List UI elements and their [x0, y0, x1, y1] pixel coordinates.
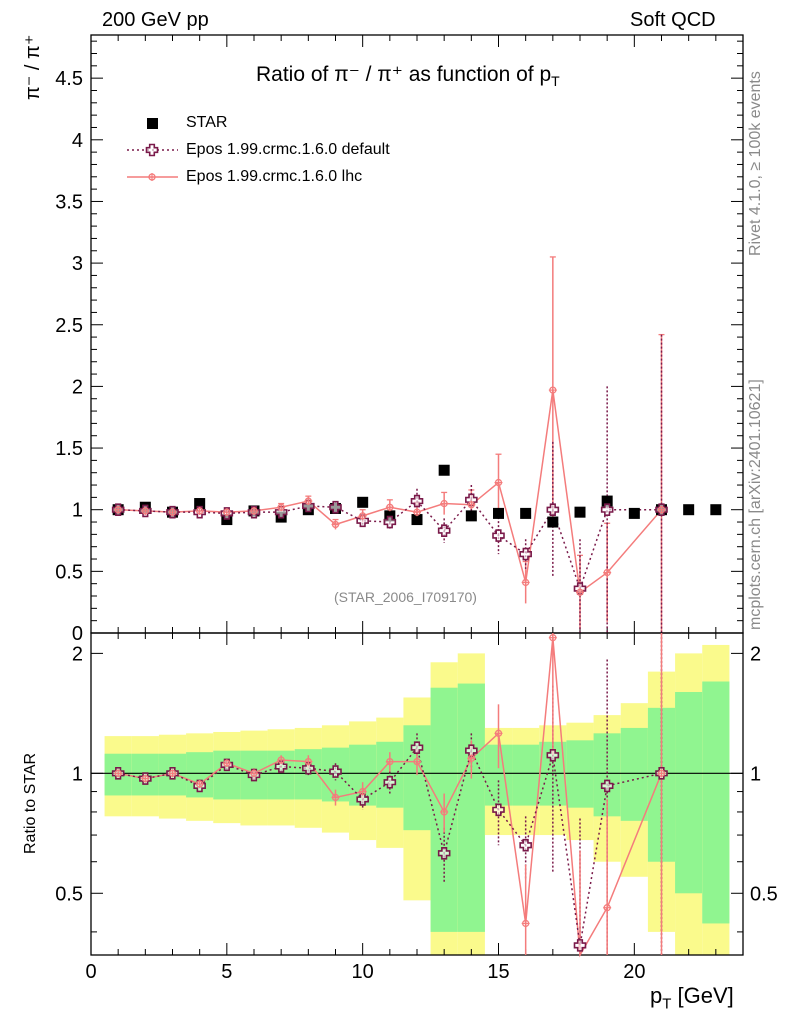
default-point: [329, 500, 342, 514]
x-axis-label-sub: T: [662, 995, 672, 1013]
y-tick-label-ratio-right: 0.5: [750, 883, 778, 905]
y-tick-label: 0.5: [55, 561, 83, 583]
y-axis-label-ratio: Ratio to STAR: [22, 752, 39, 854]
x-axis-label-unit: [GeV]: [677, 983, 734, 1008]
default-point: [383, 515, 397, 529]
y-tick-label: 2.5: [55, 315, 83, 337]
ratio-default-point: [519, 838, 532, 852]
y-tick-label: 3.5: [55, 191, 83, 213]
ratio-lhc-line: [118, 637, 663, 958]
ratio-default-point: [410, 741, 424, 754]
star-point: [683, 504, 695, 516]
analysis-watermark: (STAR_2006_I709170): [334, 589, 477, 605]
legend-label-default: Epos 1.99.crmc.1.6.0 default: [186, 141, 390, 158]
y-tick-label-ratio-right: 2: [750, 643, 761, 665]
ratio-default-point: [600, 779, 614, 793]
mcplots-label: mcplots.cern.ch [arXiv:2401.10621]: [747, 379, 764, 630]
y-tick-label-ratio: 1: [72, 763, 83, 785]
ratio-default-point: [383, 775, 397, 789]
star-point: [520, 507, 532, 519]
x-axis-label-main: p: [650, 983, 663, 1008]
y-tick-label-ratio: 0.5: [55, 883, 83, 905]
default-point: [519, 547, 532, 561]
legend-marker-default: [145, 143, 159, 157]
ratio-panel: 0 5 10 15 20 0.5 0.5 1 1 2 2: [55, 632, 778, 983]
star-point: [547, 516, 559, 528]
star-point: [628, 507, 640, 519]
default-point: [492, 529, 505, 542]
star-point: [574, 506, 586, 518]
star-point: [357, 496, 369, 508]
ratio-default-point: [437, 846, 451, 860]
y-tick-label: 1.5: [55, 438, 83, 460]
rivet-label: Rivet 4.1.0, ≥ 100k events: [747, 71, 764, 256]
chart-title: Ratio of π⁻ / π⁺ as function of pT: [256, 62, 560, 89]
ratio-default-point: [356, 793, 369, 806]
x-tick-label: 0: [85, 961, 96, 983]
band-green: [675, 691, 703, 894]
band-green: [620, 727, 648, 821]
band-green: [213, 750, 241, 800]
ratio-default-point: [492, 803, 505, 817]
y-tick-label-ratio: 2: [72, 643, 83, 665]
header-right: Soft QCD: [630, 9, 716, 31]
x-tick-label: 20: [623, 961, 645, 983]
main-panel: 0 0.5 1 1.5 2 2.5 3 3.5 4 4.5: [55, 34, 744, 645]
band-green: [702, 681, 730, 924]
legend-label-lhc: Epos 1.99.crmc.1.6.0 lhc: [186, 168, 363, 185]
ratio-default-point: [274, 760, 288, 773]
header-left: 200 GeV pp: [102, 9, 209, 31]
legend-label-star: STAR: [186, 114, 228, 131]
star-point: [493, 507, 504, 519]
x-tick-label: 15: [487, 961, 509, 983]
chart-title-sub: T: [551, 73, 560, 90]
x-axis-label: pT [GeV]: [650, 983, 734, 1012]
band-green: [566, 740, 594, 808]
band-green: [512, 744, 540, 806]
y-tick-label: 4.5: [55, 68, 83, 90]
x-tick-label: 10: [352, 961, 374, 983]
default-point: [437, 524, 451, 537]
x-tick-label: 5: [221, 961, 232, 983]
default-point: [546, 503, 560, 517]
y-tick-label: 0: [72, 623, 83, 645]
y-tick-label: 3: [72, 253, 83, 275]
star-point: [601, 495, 613, 507]
ratio-default-line: [118, 745, 662, 946]
band-green: [457, 683, 485, 932]
star-point: [438, 464, 450, 476]
legend-marker-star: [147, 118, 158, 129]
ratio-default-point: [302, 761, 315, 775]
star-point: [411, 514, 423, 526]
y-tick-label-ratio-right: 1: [750, 763, 761, 785]
band-green: [376, 741, 404, 808]
default-point: [410, 494, 424, 508]
y-tick-label: 1: [72, 500, 83, 522]
ratio-default-point: [546, 748, 560, 762]
chart-title-main: Ratio of π⁻ / π⁺ as function of p: [256, 63, 552, 86]
y-axis-label-main: π⁻ / π⁺: [22, 34, 44, 100]
ratio-default-point: [329, 765, 342, 778]
default-point: [600, 503, 614, 517]
star-point: [710, 504, 722, 516]
star-point: [465, 510, 477, 522]
ratio-default-point: [573, 939, 587, 952]
y-tick-label: 2: [72, 376, 83, 398]
star-point: [194, 498, 206, 510]
y-tick-label: 4: [72, 130, 83, 152]
